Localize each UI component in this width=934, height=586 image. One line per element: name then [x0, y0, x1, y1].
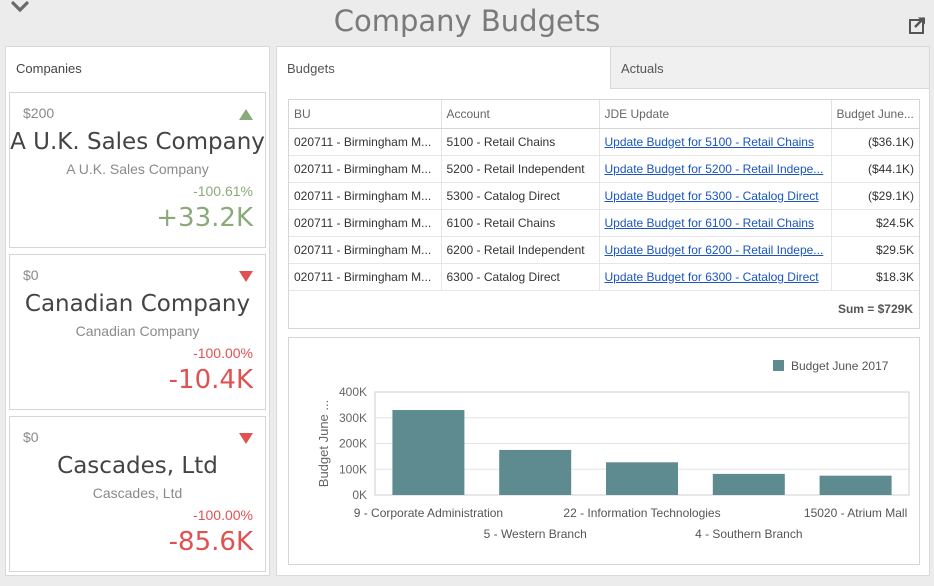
bar-chart-svg: 0K 100K 200K 300K 400K Budget June ... 9 - Cor… [316, 359, 910, 541]
company-subtitle: A U.K. Sales Company [66, 161, 209, 177]
x-tick-label: 9 - Corporate Administration [354, 506, 503, 520]
trend-down-icon [239, 433, 253, 444]
budget-cell: $18.3K [831, 263, 919, 291]
company-subtitle: Canadian Company [75, 323, 200, 339]
company-name: A U.K. Sales Company [10, 129, 265, 155]
table-row[interactable]: 020711 - Birmingham M... 6200 - Retail I… [289, 236, 919, 264]
budget-grid: BU Account JDE Update Budget June... 020… [288, 99, 920, 329]
account-cell: 6100 - Retail Chains [441, 209, 600, 237]
table-row[interactable]: 020711 - Birmingham M... 5100 - Retail C… [289, 128, 919, 156]
company-card[interactable]: $200 A U.K. Sales Company A U.K. Sales C… [9, 92, 266, 248]
previous-value: $200 [23, 105, 55, 121]
bu-cell: 020711 - Birmingham M... [289, 236, 442, 264]
x-tick-label: 5 - Western Branch [484, 527, 587, 541]
bu-cell: 020711 - Birmingham M... [289, 155, 442, 183]
export-icon[interactable] [908, 15, 928, 35]
company-card[interactable]: $0 Canadian Company Canadian Company -10… [9, 254, 266, 410]
jde-update-cell: Update Budget for 6100 - Retail Chains [599, 209, 832, 237]
column-header-bu[interactable]: BU [289, 100, 442, 129]
bar [392, 410, 465, 495]
budget-cell: ($44.1K) [831, 155, 919, 183]
legend-swatch [773, 360, 784, 371]
jde-update-cell: Update Budget for 6300 - Catalog Direct [599, 263, 832, 291]
percent-change: -100.00% [193, 507, 253, 523]
budgets-panel: Budgets Actuals BU Account JDE Update Bu… [276, 46, 930, 576]
tab-budgets[interactable]: Budgets [277, 47, 611, 89]
percent-change: -100.00% [193, 345, 253, 361]
x-tick-label: 15020 - Atrium Mall [804, 506, 907, 520]
bar [606, 462, 678, 495]
companies-panel: Companies $200 A U.K. Sales Company A U.… [5, 46, 270, 576]
percent-change: -100.61% [193, 183, 253, 199]
tab-bar: Budgets Actuals [277, 47, 929, 89]
delta-value: +33.2K [156, 203, 253, 233]
company-name: Canadian Company [24, 291, 251, 317]
table-row[interactable]: 020711 - Birmingham M... 6300 - Catalog … [289, 263, 919, 291]
companies-panel-title: Companies [16, 61, 82, 76]
trend-up-icon [239, 109, 253, 120]
column-header-budget[interactable]: Budget June... [831, 100, 919, 129]
account-cell: 5200 - Retail Independent [441, 155, 600, 183]
budget-cell: ($29.1K) [831, 182, 919, 210]
grid-total-sum: Sum = $729K [837, 302, 913, 316]
grid-header-row: BU Account JDE Update Budget June... [289, 100, 919, 129]
legend-label: Budget June 2017 [791, 359, 889, 373]
y-tick-label: 100K [339, 462, 367, 476]
trend-down-icon [239, 271, 253, 282]
account-cell: 6300 - Catalog Direct [441, 263, 600, 291]
update-budget-link[interactable]: Update Budget for 6300 - Catalog Direct [604, 269, 819, 284]
x-tick-label: 22 - Information Technologies [563, 506, 720, 520]
y-tick-label: 0K [352, 488, 367, 502]
company-name: Cascades, Ltd [57, 453, 218, 479]
update-budget-link[interactable]: Update Budget for 6100 - Retail Chains [604, 215, 814, 230]
account-cell: 5100 - Retail Chains [441, 128, 600, 156]
jde-update-cell: Update Budget for 5100 - Retail Chains [599, 128, 832, 156]
y-tick-label: 200K [339, 437, 367, 451]
page-title: Company Budgets [333, 4, 601, 38]
bu-cell: 020711 - Birmingham M... [289, 182, 442, 210]
bar [499, 449, 572, 495]
jde-update-cell: Update Budget for 5300 - Catalog Direct [599, 182, 832, 210]
delta-value: -85.6K [168, 527, 253, 557]
y-tick-label: 300K [339, 411, 367, 425]
bar [819, 475, 892, 495]
tab-actuals[interactable]: Actuals [611, 47, 929, 89]
update-budget-link[interactable]: Update Budget for 5200 - Retail Indepe..… [604, 161, 824, 176]
jde-update-cell: Update Budget for 6200 - Retail Indepe..… [599, 236, 832, 264]
jde-update-cell: Update Budget for 5200 - Retail Indepe..… [599, 155, 832, 183]
bu-cell: 020711 - Birmingham M... [289, 209, 442, 237]
bar [712, 473, 785, 495]
update-budget-link[interactable]: Update Budget for 5100 - Retail Chains [604, 134, 814, 149]
account-cell: 5300 - Catalog Direct [441, 182, 600, 210]
bu-cell: 020711 - Birmingham M... [289, 263, 442, 291]
table-row[interactable]: 020711 - Birmingham M... 5200 - Retail I… [289, 155, 919, 183]
update-budget-link[interactable]: Update Budget for 5300 - Catalog Direct [604, 188, 819, 203]
y-tick-label: 400K [339, 385, 367, 399]
column-header-account[interactable]: Account [441, 100, 600, 129]
bu-cell: 020711 - Birmingham M... [289, 128, 442, 156]
previous-value: $0 [23, 267, 39, 283]
budget-bar-chart: 0K 100K 200K 300K 400K Budget June ... 9 - Cor… [288, 337, 920, 565]
table-row[interactable]: 020711 - Birmingham M... 6100 - Retail C… [289, 209, 919, 237]
budget-cell: $29.5K [831, 236, 919, 264]
y-axis-label: Budget June ... [316, 400, 331, 487]
previous-value: $0 [23, 429, 39, 445]
budget-cell: ($36.1K) [831, 128, 919, 156]
budget-cell: $24.5K [831, 209, 919, 237]
update-budget-link[interactable]: Update Budget for 6200 - Retail Indepe..… [604, 242, 824, 257]
company-card[interactable]: $0 Cascades, Ltd Cascades, Ltd -100.00% … [9, 416, 266, 572]
x-tick-label: 4 - Southern Branch [695, 527, 802, 541]
account-cell: 6200 - Retail Independent [441, 236, 600, 264]
chevron-down-icon[interactable] [10, 0, 30, 18]
table-row[interactable]: 020711 - Birmingham M... 5300 - Catalog … [289, 182, 919, 210]
title-bar: Company Budgets [0, 0, 934, 44]
column-header-jde-update[interactable]: JDE Update [599, 100, 832, 129]
delta-value: -10.4K [168, 365, 253, 395]
company-subtitle: Cascades, Ltd [92, 485, 183, 501]
